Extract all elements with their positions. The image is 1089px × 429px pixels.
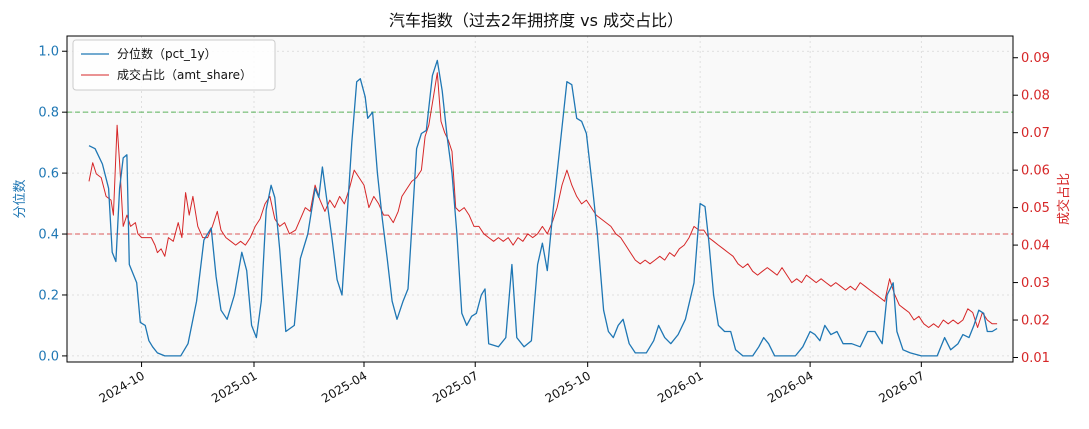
y-axis-left: 0.0 0.2 0.4 0.6 0.8 1.0	[38, 45, 67, 364]
y-right-tick-label: 0.01	[1021, 351, 1050, 366]
x-tick-label: 2026-04	[765, 368, 815, 405]
y-left-tick-label: 0.8	[38, 106, 59, 121]
reference-lines	[67, 111, 1013, 235]
y-axis-right: 0.01 0.02 0.03 0.04 0.05 0.06 0.07 0.08 0.09	[1013, 51, 1050, 366]
y-right-tick-label: 0.06	[1021, 164, 1050, 179]
y-left-tick-label: 0.6	[38, 167, 59, 182]
series-line-pct	[88, 59, 998, 357]
y-left-tick-label: 0.4	[38, 228, 59, 243]
y-left-tick-label: 0.0	[38, 349, 59, 364]
series-group	[88, 59, 998, 357]
x-tick-label: 2026-01	[655, 368, 705, 405]
x-tick-label: 2025-01	[209, 368, 259, 405]
y-left-tick-label: 1.0	[38, 45, 59, 60]
series-line-amt	[88, 72, 998, 328]
plot-frame	[66, 35, 1014, 363]
x-tick-label: 2024-10	[97, 368, 147, 405]
y-axis-right-label: 成交占比	[1056, 173, 1072, 225]
y-right-tick-label: 0.09	[1021, 51, 1050, 66]
legend: 分位数（pct_1y） 成交占比（amt_share）	[72, 39, 276, 91]
y-right-tick-label: 0.05	[1021, 201, 1050, 216]
y-right-tick-label: 0.07	[1021, 126, 1050, 141]
y-right-tick-label: 0.03	[1021, 276, 1050, 291]
chart-title: 汽车指数（过去2年拥挤度 vs 成交占比）	[389, 11, 683, 30]
x-tick-label: 2025-10	[543, 368, 593, 405]
legend-box	[72, 39, 276, 91]
y-axis-left-label: 分位数	[13, 179, 28, 218]
x-tick-label: 2025-04	[319, 368, 369, 405]
y-left-tick-label: 0.2	[38, 288, 59, 303]
x-axis: 2024-10 2025-01 2025-04 2025-07 2025-10 2026-…	[97, 362, 927, 406]
legend-label-amt: 成交占比（amt_share）	[117, 67, 252, 82]
grid	[67, 36, 1013, 362]
legend-label-pct: 分位数（pct_1y）	[117, 46, 217, 61]
y-right-tick-label: 0.04	[1021, 239, 1050, 254]
y-right-tick-label: 0.08	[1021, 89, 1050, 104]
y-right-tick-label: 0.02	[1021, 314, 1050, 329]
x-tick-label: 2026-07	[876, 368, 926, 405]
x-tick-label: 2025-07	[430, 368, 480, 405]
